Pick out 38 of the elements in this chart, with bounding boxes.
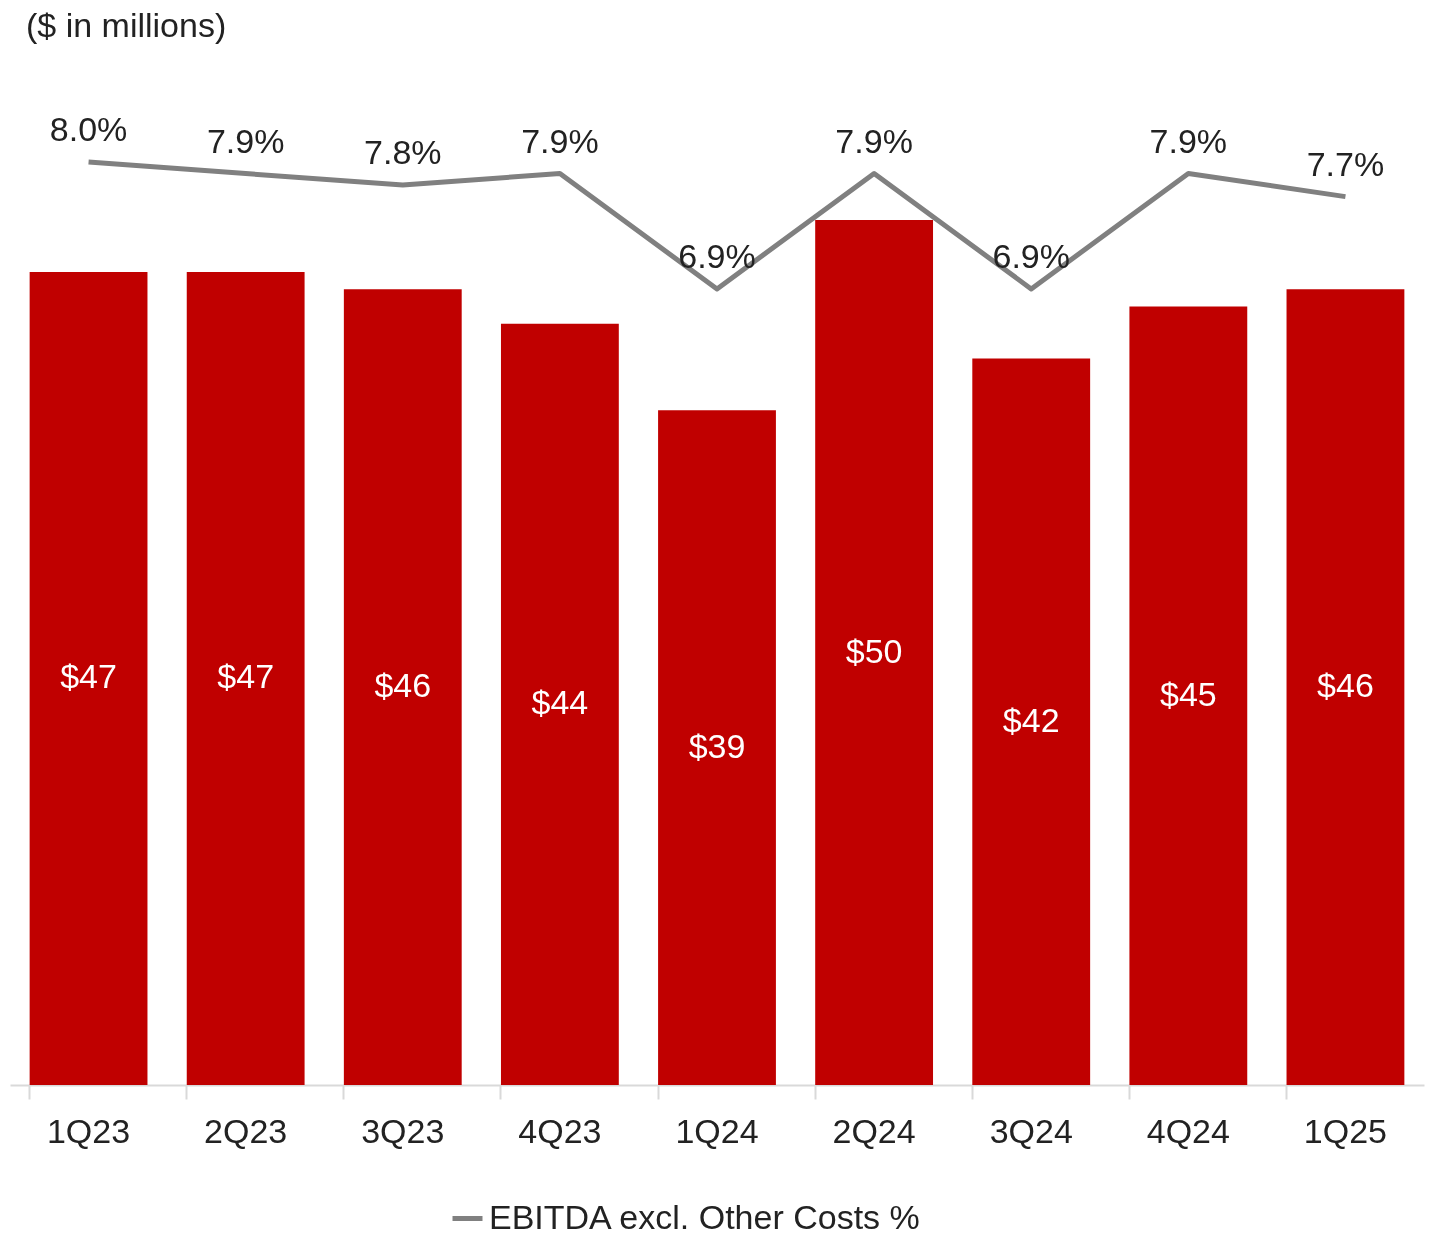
x-tick-label: 3Q23	[361, 1111, 445, 1150]
x-tick-label: 3Q24	[989, 1111, 1073, 1150]
x-tick-label: 2Q23	[204, 1111, 288, 1150]
data-label: $44	[531, 683, 589, 722]
x-tick-label: 2Q24	[832, 1111, 916, 1150]
x-tick-label: 4Q24	[1146, 1111, 1230, 1150]
data-label: 7.7%	[1306, 144, 1385, 183]
bar	[343, 289, 462, 1085]
bar	[658, 410, 776, 1085]
data-label: $47	[60, 657, 117, 696]
data-label: $45	[1159, 674, 1217, 713]
data-label: $46	[1317, 666, 1374, 705]
data-label: 7.9%	[206, 121, 285, 160]
x-tick-label: 1Q25	[1303, 1111, 1388, 1150]
data-label: 7.9%	[835, 121, 913, 160]
data-label: 7.9%	[521, 121, 599, 160]
data-label: 8.0%	[49, 110, 128, 148]
data-label: 7.9%	[1149, 121, 1228, 160]
chart-title: ($ in millions)	[26, 6, 227, 44]
data-label: 6.9%	[678, 236, 756, 275]
bar	[186, 271, 305, 1085]
bar	[500, 323, 619, 1085]
data-label: 6.9%	[992, 236, 1070, 275]
x-tick-label: 1Q23	[46, 1111, 131, 1150]
data-label: 7.8%	[364, 133, 442, 172]
data-label: $42	[1002, 700, 1060, 739]
data-label: $39	[688, 726, 746, 765]
x-tick-label: 4Q23	[518, 1111, 602, 1150]
data-label: $47	[217, 657, 275, 696]
bar	[29, 271, 148, 1085]
bar	[1129, 306, 1248, 1085]
bar	[815, 220, 934, 1085]
bar	[1286, 289, 1405, 1085]
x-tick-label: 1Q24	[675, 1111, 759, 1150]
legend-label: EBITDA excl. Other Costs %	[489, 1197, 920, 1236]
data-label: $50	[845, 631, 903, 670]
data-label: $46	[374, 666, 432, 705]
bar	[972, 358, 1091, 1085]
